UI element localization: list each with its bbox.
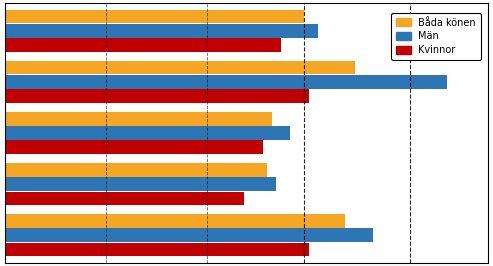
Bar <box>5 163 267 177</box>
Bar <box>5 75 447 89</box>
Bar <box>5 243 309 256</box>
Bar <box>5 214 346 228</box>
Bar <box>5 10 304 23</box>
Bar <box>5 228 373 242</box>
Bar <box>5 112 272 126</box>
Bar <box>5 140 263 154</box>
Bar <box>5 192 244 205</box>
Bar <box>5 38 281 52</box>
Bar <box>5 89 309 103</box>
Bar <box>5 61 354 74</box>
Bar <box>5 126 290 140</box>
Legend: Båda könen, Män, Kvinnor: Båda könen, Män, Kvinnor <box>391 13 481 60</box>
Bar <box>5 24 318 38</box>
Bar <box>5 177 277 191</box>
